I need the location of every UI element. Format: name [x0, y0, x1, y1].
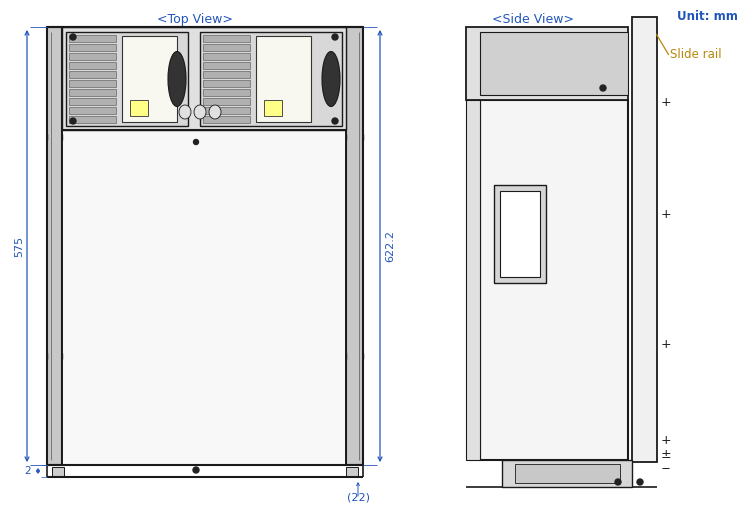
Circle shape — [193, 467, 199, 473]
Bar — [69, 35, 116, 42]
Bar — [502, 460, 632, 487]
Text: (22): (22) — [346, 492, 369, 502]
Ellipse shape — [209, 105, 221, 119]
Bar — [69, 62, 116, 69]
Bar — [256, 36, 311, 122]
Text: !: ! — [137, 107, 140, 113]
Bar — [47, 27, 62, 465]
Bar — [203, 107, 250, 114]
Bar — [203, 116, 250, 123]
Bar — [69, 44, 116, 51]
Text: 575: 575 — [14, 235, 24, 256]
Text: <Side View>: <Side View> — [492, 13, 574, 26]
Bar — [346, 467, 358, 476]
Text: Slide rail: Slide rail — [670, 49, 721, 62]
Circle shape — [600, 85, 606, 91]
Bar — [500, 191, 540, 277]
Circle shape — [615, 479, 621, 485]
Bar — [480, 32, 628, 95]
Ellipse shape — [168, 52, 186, 107]
Text: +: + — [661, 433, 672, 447]
Bar — [515, 464, 620, 483]
Circle shape — [193, 140, 198, 144]
Text: 2: 2 — [25, 466, 31, 476]
Bar — [203, 44, 250, 51]
Bar — [203, 98, 250, 105]
Bar — [203, 80, 250, 87]
Text: ±: ± — [661, 449, 672, 462]
Text: <Top View>: <Top View> — [157, 13, 233, 26]
Bar — [66, 32, 188, 126]
Bar — [69, 80, 116, 87]
Circle shape — [332, 34, 338, 40]
Bar — [69, 89, 116, 96]
Bar — [200, 32, 342, 126]
Bar — [203, 53, 250, 60]
Text: +: + — [661, 208, 672, 221]
Ellipse shape — [179, 105, 191, 119]
Bar — [264, 100, 282, 116]
Bar — [203, 62, 250, 69]
Text: +: + — [661, 96, 672, 109]
Bar — [466, 27, 628, 100]
Text: +: + — [661, 339, 672, 352]
Ellipse shape — [322, 52, 340, 107]
Bar — [203, 89, 250, 96]
Bar — [203, 35, 250, 42]
Bar — [122, 36, 177, 122]
Bar — [69, 107, 116, 114]
Circle shape — [637, 479, 643, 485]
Bar — [130, 100, 148, 116]
Bar — [52, 467, 64, 476]
Text: !: ! — [271, 107, 274, 113]
Ellipse shape — [194, 105, 206, 119]
Circle shape — [332, 118, 338, 124]
Circle shape — [70, 118, 76, 124]
Bar — [62, 27, 346, 130]
Bar — [62, 130, 346, 465]
Bar — [466, 100, 480, 460]
Bar — [69, 53, 116, 60]
Circle shape — [70, 34, 76, 40]
Bar — [494, 185, 546, 283]
Bar — [69, 98, 116, 105]
Bar — [203, 71, 250, 78]
Bar — [69, 71, 116, 78]
Bar — [69, 116, 116, 123]
Bar — [632, 17, 657, 462]
Text: 622.2: 622.2 — [385, 230, 395, 262]
Text: Unit: mm: Unit: mm — [677, 10, 738, 23]
Bar — [480, 100, 628, 460]
Bar — [346, 27, 363, 465]
